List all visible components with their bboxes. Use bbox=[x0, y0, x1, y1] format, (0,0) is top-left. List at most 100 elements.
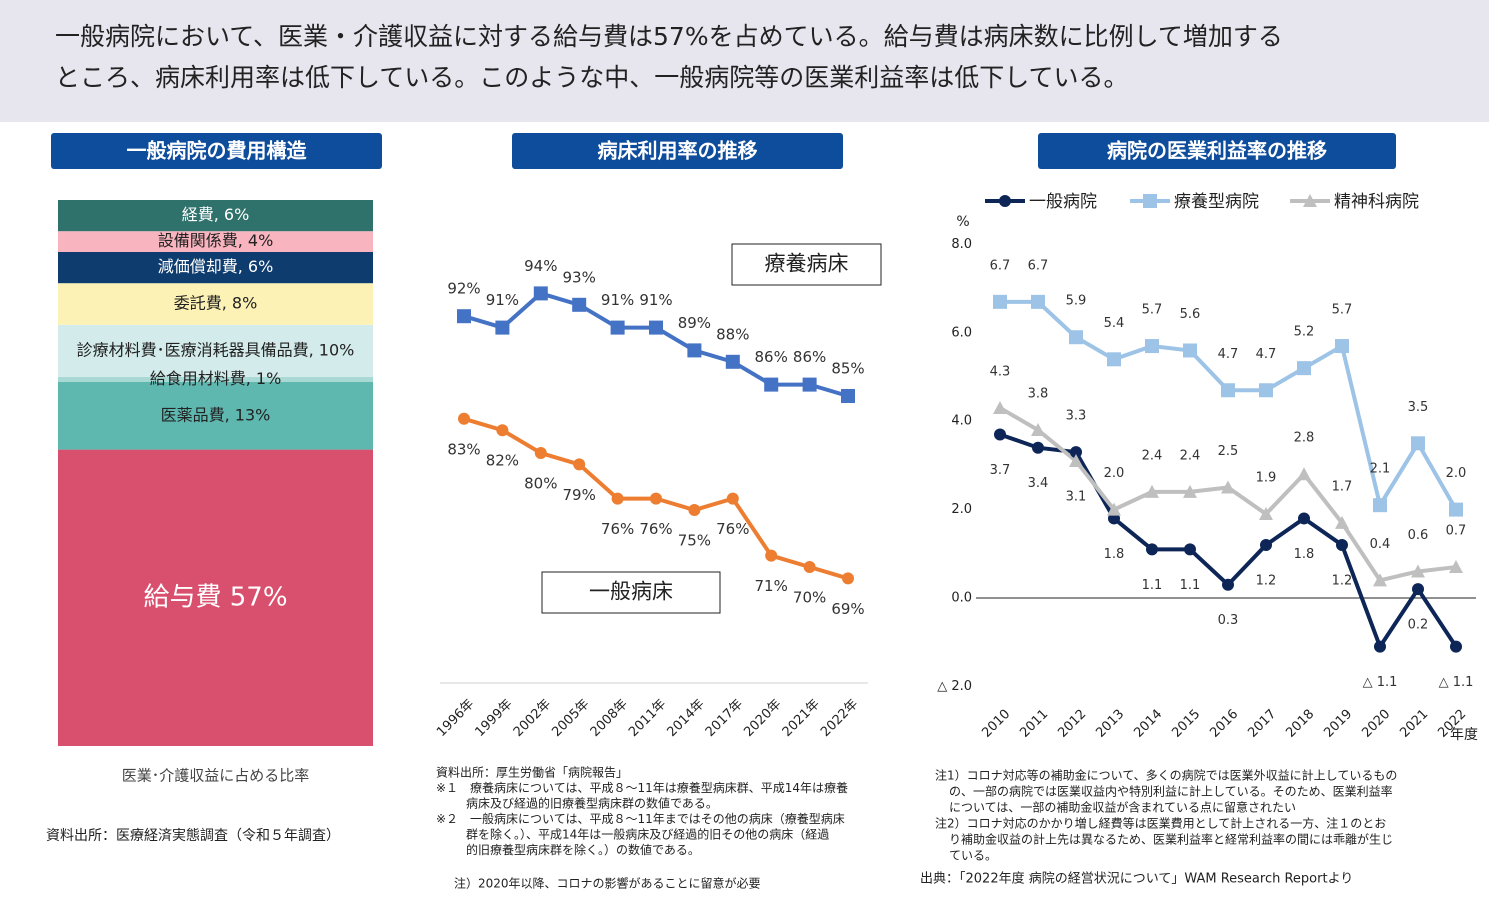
x-tick-label: 2017 bbox=[1245, 707, 1279, 741]
legend-marker bbox=[1303, 194, 1317, 207]
marker bbox=[1221, 480, 1235, 494]
data-label: 79% bbox=[563, 486, 596, 504]
bar-segment bbox=[58, 449, 373, 746]
data-label: 76% bbox=[639, 520, 672, 538]
x-tick-label: 2005年 bbox=[549, 697, 592, 740]
marker bbox=[1411, 436, 1425, 451]
legend-marker bbox=[1143, 194, 1157, 208]
y-tick-label: 8.0 bbox=[951, 237, 972, 252]
marker bbox=[1069, 330, 1083, 345]
data-label: 1.2 bbox=[1256, 573, 1277, 588]
bar-segment bbox=[58, 252, 373, 284]
x-tick-label: 2010 bbox=[979, 707, 1013, 741]
data-label: 2.4 bbox=[1142, 448, 1163, 463]
data-label: 3.4 bbox=[1028, 476, 1049, 491]
chart-title-box bbox=[512, 133, 843, 169]
data-label: 0.6 bbox=[1408, 528, 1429, 543]
header-line: 一般病院において、医業・介護収益に対する給与費は57%を占めている。給与費は病床… bbox=[55, 22, 1283, 51]
marker bbox=[533, 286, 548, 301]
data-label: 6.7 bbox=[1028, 258, 1049, 273]
marker bbox=[458, 412, 470, 425]
x-tick-label: 2008年 bbox=[588, 697, 631, 740]
chart-title-box bbox=[1038, 133, 1396, 169]
x-tick-label: 2021年 bbox=[780, 697, 823, 740]
x-tick-label: 2012 bbox=[1055, 707, 1089, 741]
note: については、一部の補助金収益が含まれている点に留意されたい bbox=[949, 800, 1296, 815]
note: 注2）コロナ対応のかかり増し経費等は医業費用として計上される一方、注１のとお bbox=[935, 816, 1386, 831]
data-label: 0.7 bbox=[1446, 524, 1467, 539]
data-label: 4.3 bbox=[990, 364, 1011, 379]
marker bbox=[1373, 498, 1387, 513]
data-label: 83% bbox=[447, 440, 480, 458]
segment-label: 設備関係費, 4% bbox=[158, 231, 274, 250]
data-label: 71% bbox=[755, 577, 788, 595]
header-line: ところ、病床利用率は低下している。このような中、一般病院等の医業利益率は低下して… bbox=[55, 63, 1129, 92]
x-tick-label: 1996年 bbox=[434, 697, 477, 740]
marker bbox=[1298, 512, 1310, 525]
marker bbox=[1373, 573, 1387, 587]
marker bbox=[725, 354, 740, 369]
legend-marker bbox=[999, 195, 1011, 207]
data-label: 6.7 bbox=[990, 258, 1011, 273]
note: り補助金収益の計上先は異なるため、医業利益率と経常利益率の間には乖離が生じ bbox=[949, 832, 1393, 847]
data-label: 2.0 bbox=[1104, 466, 1125, 481]
note: 資料出所：厚生労働省「病院報告」 bbox=[436, 765, 628, 780]
marker bbox=[1336, 538, 1348, 551]
series-line bbox=[1000, 299, 1458, 511]
y-tick-label: 0.0 bbox=[951, 591, 972, 606]
note: ている。 bbox=[949, 849, 997, 863]
marker bbox=[1031, 423, 1045, 437]
x-tick-label: 1999年 bbox=[473, 697, 516, 740]
marker bbox=[802, 377, 817, 392]
x-tick-label: 2019 bbox=[1321, 707, 1355, 741]
y-tick-label: 2.0 bbox=[951, 502, 972, 517]
bar-segment bbox=[58, 283, 373, 325]
note: 注）2020年以降、コロナの影響があることに留意が必要 bbox=[454, 876, 761, 891]
data-label: 88% bbox=[716, 325, 749, 343]
chart-title: 病床利用率の推移 bbox=[598, 139, 758, 163]
x-tick-label: 2014 bbox=[1131, 707, 1165, 741]
data-label: 5.6 bbox=[1180, 307, 1201, 322]
note: ※２ 一般病床については、平成８～11年まではその他の病床（療養型病床 bbox=[436, 811, 845, 826]
y-tick-label: 6.0 bbox=[951, 325, 972, 340]
marker bbox=[1222, 578, 1234, 591]
caption: 医業･介護収益に占める比率 bbox=[122, 767, 310, 785]
marker bbox=[1183, 484, 1197, 498]
x-tick-label: 2020 bbox=[1359, 707, 1393, 741]
bar-segment bbox=[58, 200, 373, 232]
marker bbox=[803, 561, 816, 573]
marker bbox=[1183, 343, 1197, 358]
data-label: 76% bbox=[716, 520, 749, 538]
x-tick-label: 2018 bbox=[1283, 707, 1317, 741]
marker bbox=[1260, 538, 1272, 551]
x-tick-label: 2016 bbox=[1207, 707, 1241, 741]
legend-label: 一般病院 bbox=[1029, 192, 1097, 212]
marker bbox=[573, 458, 586, 471]
note: の、一部の病院では医業収益内や特別利益に計上している。そのため、医業利益率 bbox=[949, 784, 1393, 799]
x-tick-label: 2017年 bbox=[703, 697, 746, 740]
data-label: 5.2 bbox=[1294, 325, 1315, 340]
data-label: 91% bbox=[639, 291, 672, 309]
series-name: 一般病床 bbox=[589, 580, 673, 604]
marker bbox=[1221, 383, 1235, 398]
x-tick-label: 2020年 bbox=[741, 697, 784, 740]
data-label: 0.2 bbox=[1408, 618, 1429, 633]
x-axis-label: 年度 bbox=[1450, 727, 1478, 743]
data-label: △ 1.1 bbox=[1363, 675, 1398, 690]
marker bbox=[1297, 361, 1311, 376]
marker bbox=[610, 320, 625, 335]
marker bbox=[1145, 339, 1159, 354]
marker bbox=[1069, 453, 1083, 467]
data-label: 3.1 bbox=[1066, 489, 1087, 504]
marker bbox=[611, 492, 624, 505]
segment-label: 医薬品費, 13% bbox=[161, 405, 271, 424]
data-label: 75% bbox=[678, 532, 711, 550]
data-label: 91% bbox=[486, 291, 519, 309]
marker bbox=[1449, 502, 1463, 517]
x-tick-label: 2015 bbox=[1169, 707, 1203, 741]
note: 的旧療養型病床群を除く。）の数値である。 bbox=[466, 842, 700, 857]
segment-label: 減価償却費, 6% bbox=[158, 257, 274, 276]
data-label: 94% bbox=[524, 257, 557, 275]
note: 病床及び経過的旧療養型病床群の数値である。 bbox=[466, 796, 718, 811]
marker bbox=[1145, 484, 1159, 498]
